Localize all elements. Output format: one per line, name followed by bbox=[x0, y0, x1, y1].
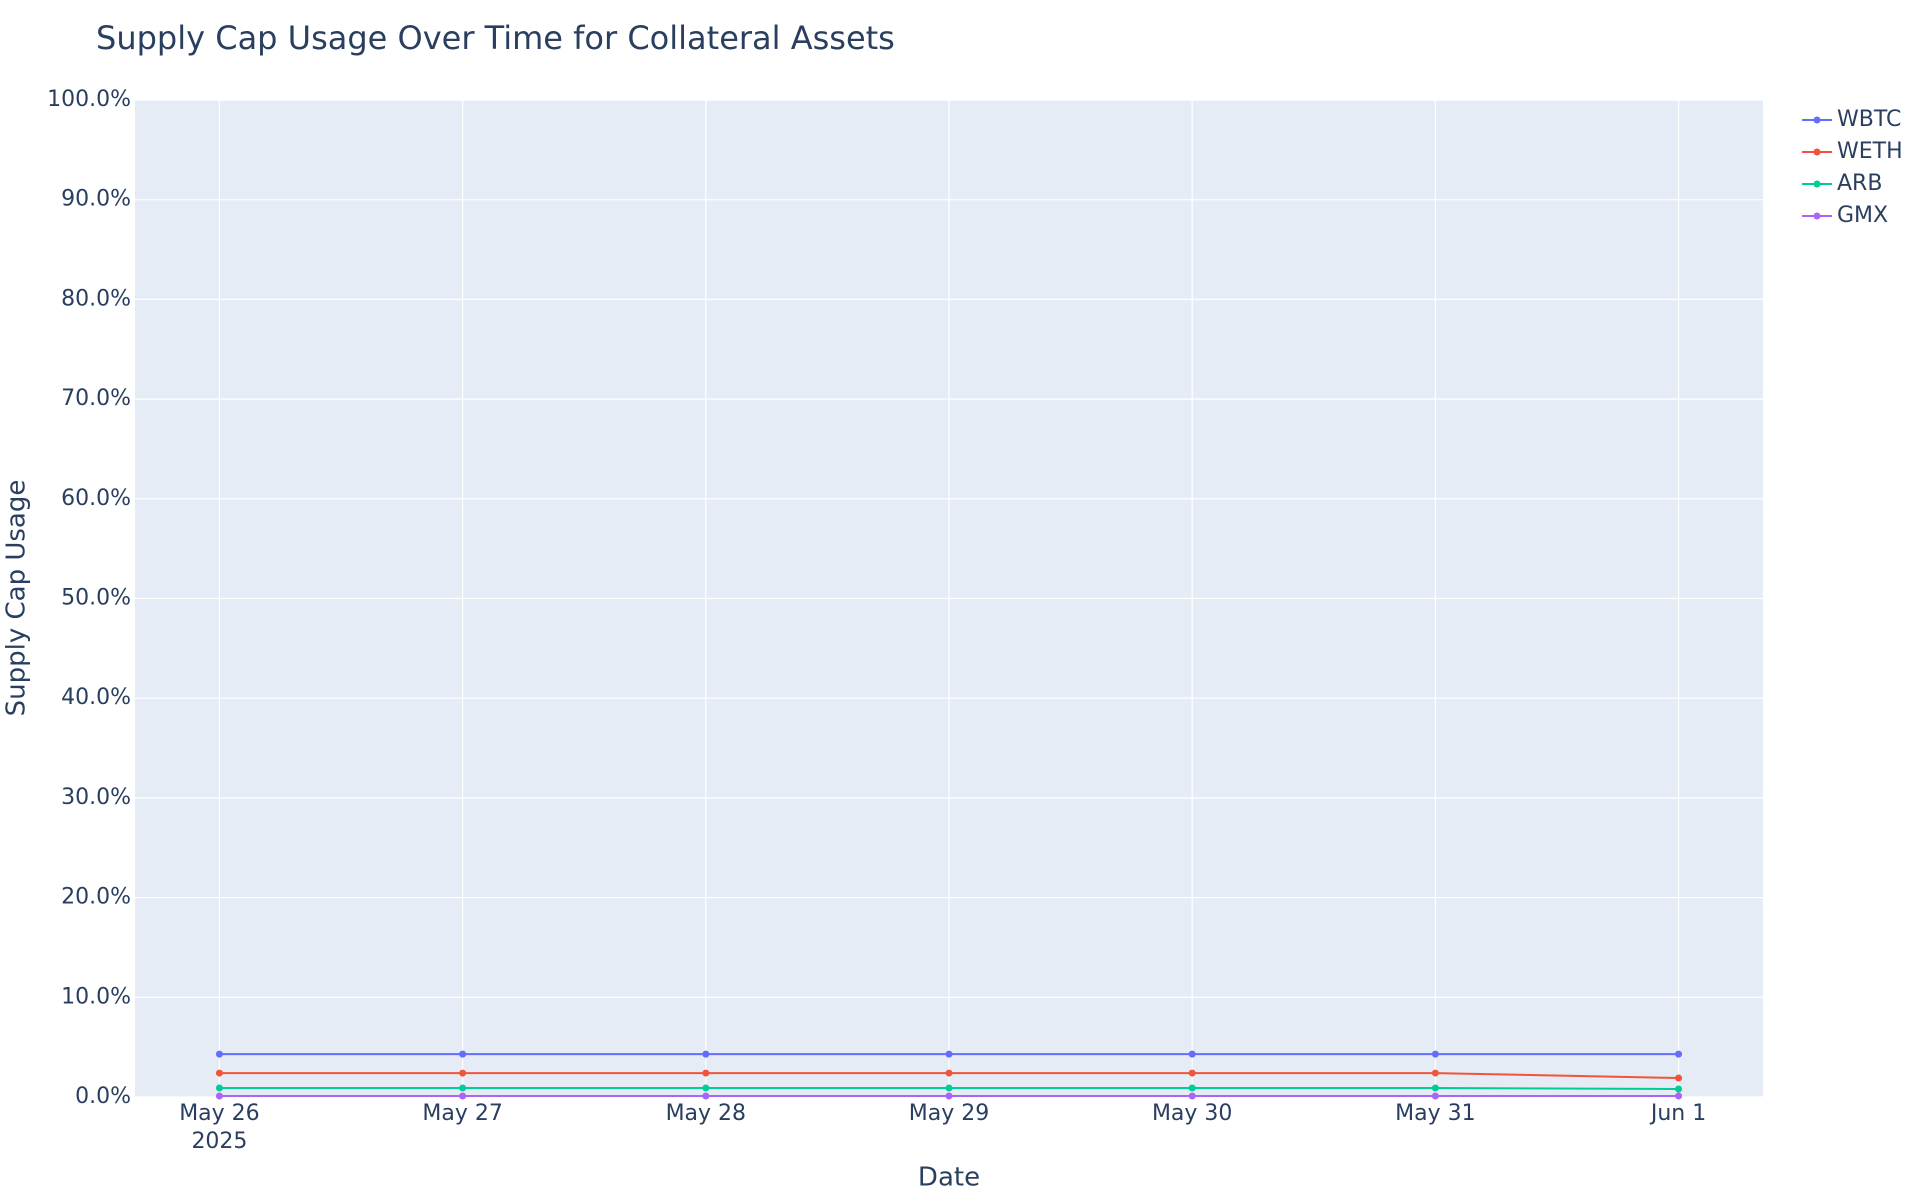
data-point bbox=[1675, 1085, 1683, 1093]
chart-title: Supply Cap Usage Over Time for Collatera… bbox=[96, 19, 895, 57]
data-point bbox=[1431, 1069, 1439, 1077]
legend-label: WETH bbox=[1837, 139, 1903, 164]
legend-label: WBTC bbox=[1837, 107, 1901, 132]
x-tick-label: May 30 bbox=[1152, 1101, 1232, 1126]
legend-label: GMX bbox=[1837, 203, 1888, 228]
y-axis-title: Supply Cap Usage bbox=[2, 480, 32, 717]
data-point bbox=[459, 1084, 467, 1092]
x-tick-label: May 27 bbox=[422, 1101, 502, 1126]
legend-label: ARB bbox=[1837, 171, 1882, 196]
y-tick-label: 20.0% bbox=[61, 885, 131, 910]
data-point bbox=[702, 1084, 710, 1092]
data-point bbox=[945, 1084, 953, 1092]
legend-marker bbox=[1813, 148, 1821, 156]
x-tick-label: Jun 1 bbox=[1649, 1101, 1706, 1126]
data-point bbox=[215, 1069, 223, 1077]
data-point bbox=[702, 1092, 710, 1100]
legend-marker bbox=[1813, 116, 1821, 124]
x-tick-label: May 26 bbox=[179, 1101, 259, 1126]
data-point bbox=[702, 1069, 710, 1077]
y-tick-label: 10.0% bbox=[61, 984, 131, 1009]
y-tick-label: 60.0% bbox=[61, 486, 131, 511]
data-point bbox=[215, 1050, 223, 1058]
data-point bbox=[215, 1092, 223, 1100]
data-point bbox=[1188, 1050, 1196, 1058]
data-point bbox=[702, 1050, 710, 1058]
x-tick-year: 2025 bbox=[191, 1129, 247, 1154]
data-point bbox=[459, 1050, 467, 1058]
data-point bbox=[1188, 1092, 1196, 1100]
data-point bbox=[1675, 1092, 1683, 1100]
data-point bbox=[945, 1092, 953, 1100]
y-tick-label: 90.0% bbox=[61, 187, 131, 212]
x-tick-label: May 31 bbox=[1395, 1101, 1475, 1126]
data-point bbox=[1431, 1092, 1439, 1100]
data-point bbox=[459, 1069, 467, 1077]
y-tick-label: 50.0% bbox=[61, 586, 131, 611]
data-point bbox=[1675, 1050, 1683, 1058]
data-point bbox=[1188, 1084, 1196, 1092]
y-tick-label: 0.0% bbox=[75, 1084, 131, 1109]
x-axis-title: Date bbox=[918, 1163, 980, 1193]
data-point bbox=[1431, 1050, 1439, 1058]
legend-marker bbox=[1813, 180, 1821, 188]
data-point bbox=[1431, 1084, 1439, 1092]
y-tick-label: 80.0% bbox=[61, 286, 131, 311]
data-point bbox=[945, 1050, 953, 1058]
data-point bbox=[945, 1069, 953, 1077]
x-tick-label: May 29 bbox=[909, 1101, 989, 1126]
data-point bbox=[1675, 1074, 1683, 1082]
y-tick-label: 40.0% bbox=[61, 685, 131, 710]
x-tick-label: May 28 bbox=[666, 1101, 746, 1126]
data-point bbox=[459, 1092, 467, 1100]
data-point bbox=[215, 1084, 223, 1092]
y-tick-label: 100.0% bbox=[47, 87, 131, 112]
y-tick-label: 30.0% bbox=[61, 785, 131, 810]
legend-marker bbox=[1813, 212, 1821, 220]
y-tick-label: 70.0% bbox=[61, 386, 131, 411]
data-point bbox=[1188, 1069, 1196, 1077]
